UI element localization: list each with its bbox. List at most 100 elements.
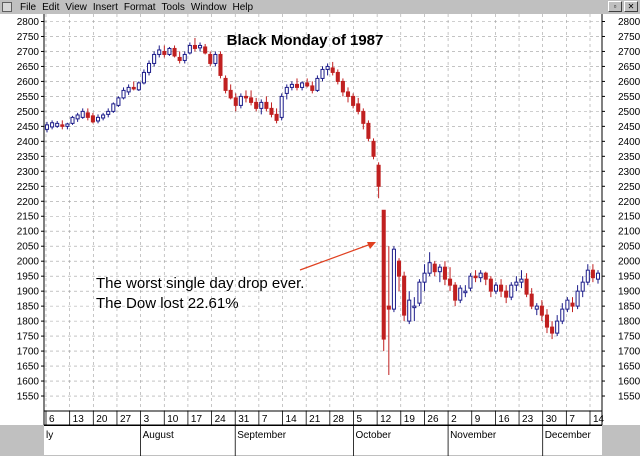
month-label: ly (46, 430, 53, 441)
candle-body-up (75, 114, 80, 120)
y-tick-label: 2700 (618, 47, 640, 58)
y-axis-left: 1550 1600 1650 1700 1750 1800 1850 1900 1950 2000… (17, 17, 44, 403)
y-tick-label: 1900 (618, 287, 640, 298)
candle-body-down (330, 67, 335, 73)
x-tick-label: 30 (546, 414, 558, 425)
menu-tools[interactable]: Tools (161, 1, 185, 13)
x-tick-label: 28 (333, 414, 345, 425)
menu-window[interactable]: Window (190, 1, 227, 13)
y-tick-label: 2600 (618, 77, 640, 88)
candle-body-down (335, 71, 340, 82)
y-tick-label: 2500 (17, 107, 40, 118)
candle-body-up (136, 82, 141, 91)
candle-body-up (141, 71, 146, 84)
x-tick-label: 14 (286, 414, 298, 425)
candle-body-down (448, 278, 453, 286)
y-tick-label: 2800 (17, 17, 40, 28)
candle-body-down (345, 91, 351, 97)
candle-body-down (361, 110, 366, 124)
candle-body-up (198, 44, 203, 49)
candle-body-up (463, 290, 468, 294)
chart-area: 1550 1600 1650 1700 1750 1800 1850 1900 1950 2000… (0, 14, 640, 425)
app-icon[interactable] (2, 2, 12, 12)
x-axis: 6 13 20 27 3 10 17 24 31 7 14 21 28 5 12 19 26 2 9 16 23 30 7 1… (45, 411, 605, 425)
candle-body-up (126, 86, 131, 93)
candle-body-up (407, 299, 412, 322)
menu-file[interactable]: File (20, 1, 37, 13)
y-tick-label: 1550 (17, 392, 40, 403)
x-tick-label: 5 (356, 414, 362, 425)
candle-body-up (213, 53, 218, 64)
candle-body-up (534, 305, 539, 310)
candle-body-down (499, 284, 504, 292)
candle-body-up (167, 47, 172, 55)
y-tick-label: 2350 (618, 152, 640, 163)
menu-edit[interactable]: Edit (42, 1, 60, 13)
y-tick-label: 2050 (618, 242, 640, 253)
y-tick-label: 2800 (618, 17, 640, 28)
candle-body-up (427, 262, 432, 274)
candle-body-down (381, 209, 386, 340)
candle-body-up (391, 248, 396, 310)
candle-body-down (177, 56, 182, 61)
y-tick-label: 1750 (17, 332, 40, 343)
menu-help[interactable]: Help (232, 1, 254, 13)
candle-body-up (585, 269, 590, 283)
candle-body-down (249, 97, 254, 103)
y-tick-label: 2550 (17, 92, 40, 103)
x-tick-label: 16 (498, 414, 510, 425)
restore-window-button[interactable]: ▫ (608, 1, 622, 12)
candle-body-down (192, 44, 197, 49)
close-window-button[interactable]: ✕ (624, 1, 638, 12)
candle-body-up (565, 299, 570, 310)
menu-insert[interactable]: Insert (92, 1, 118, 13)
menu-format[interactable]: Format (123, 1, 156, 13)
candle-body-up (412, 305, 417, 309)
y-tick-label: 1750 (618, 332, 640, 343)
y-tick-label: 1700 (618, 347, 640, 358)
y-tick-label: 2750 (618, 32, 640, 43)
y-tick-label: 1850 (618, 302, 640, 313)
candle-body-up (157, 49, 162, 55)
candle-body-down (483, 272, 488, 280)
candle-body-up (80, 110, 85, 118)
candle-body-down (386, 305, 391, 310)
menu-view[interactable]: View (65, 1, 87, 13)
candle-body-up (509, 284, 514, 298)
x-tick-label: 7 (262, 414, 268, 425)
y-tick-label: 2400 (618, 137, 640, 148)
month-label: August (143, 430, 174, 441)
candle-body-up (116, 97, 121, 106)
y-tick-label: 2400 (17, 137, 40, 148)
x-tick-label: 2 (451, 414, 457, 425)
y-tick-label: 1600 (618, 377, 640, 388)
candle-body-down (233, 97, 238, 106)
y-tick-label: 2250 (17, 182, 40, 193)
y-tick-label: 2700 (17, 47, 40, 58)
y-tick-label: 1950 (618, 272, 640, 283)
candle-body-up (555, 320, 560, 334)
candle-body-up (55, 122, 60, 127)
candle-body-down (305, 82, 310, 87)
x-tick-label: 10 (167, 414, 179, 425)
candle-body-up (514, 281, 519, 286)
grid (44, 14, 602, 411)
candle-body-up (70, 116, 75, 124)
candle-body-down (432, 263, 437, 273)
candle-body-up (422, 272, 427, 283)
candle-body-down (294, 83, 300, 88)
x-tick-label: 27 (120, 414, 132, 425)
x-tick-label: 7 (569, 414, 575, 425)
candle-body-up (560, 308, 565, 322)
y-tick-label: 2600 (17, 77, 40, 88)
candle-body-up (325, 65, 330, 70)
x-tick-label: 26 (427, 414, 439, 425)
candle-body-up (147, 62, 152, 73)
y-tick-label: 2300 (17, 167, 40, 178)
candle-body-down (218, 53, 223, 76)
x-tick-label: 6 (49, 414, 55, 425)
y-tick-label: 2150 (618, 212, 640, 223)
candle-body-up (279, 95, 284, 118)
y-tick-label: 2350 (17, 152, 40, 163)
x-tick-label: 31 (238, 414, 250, 425)
